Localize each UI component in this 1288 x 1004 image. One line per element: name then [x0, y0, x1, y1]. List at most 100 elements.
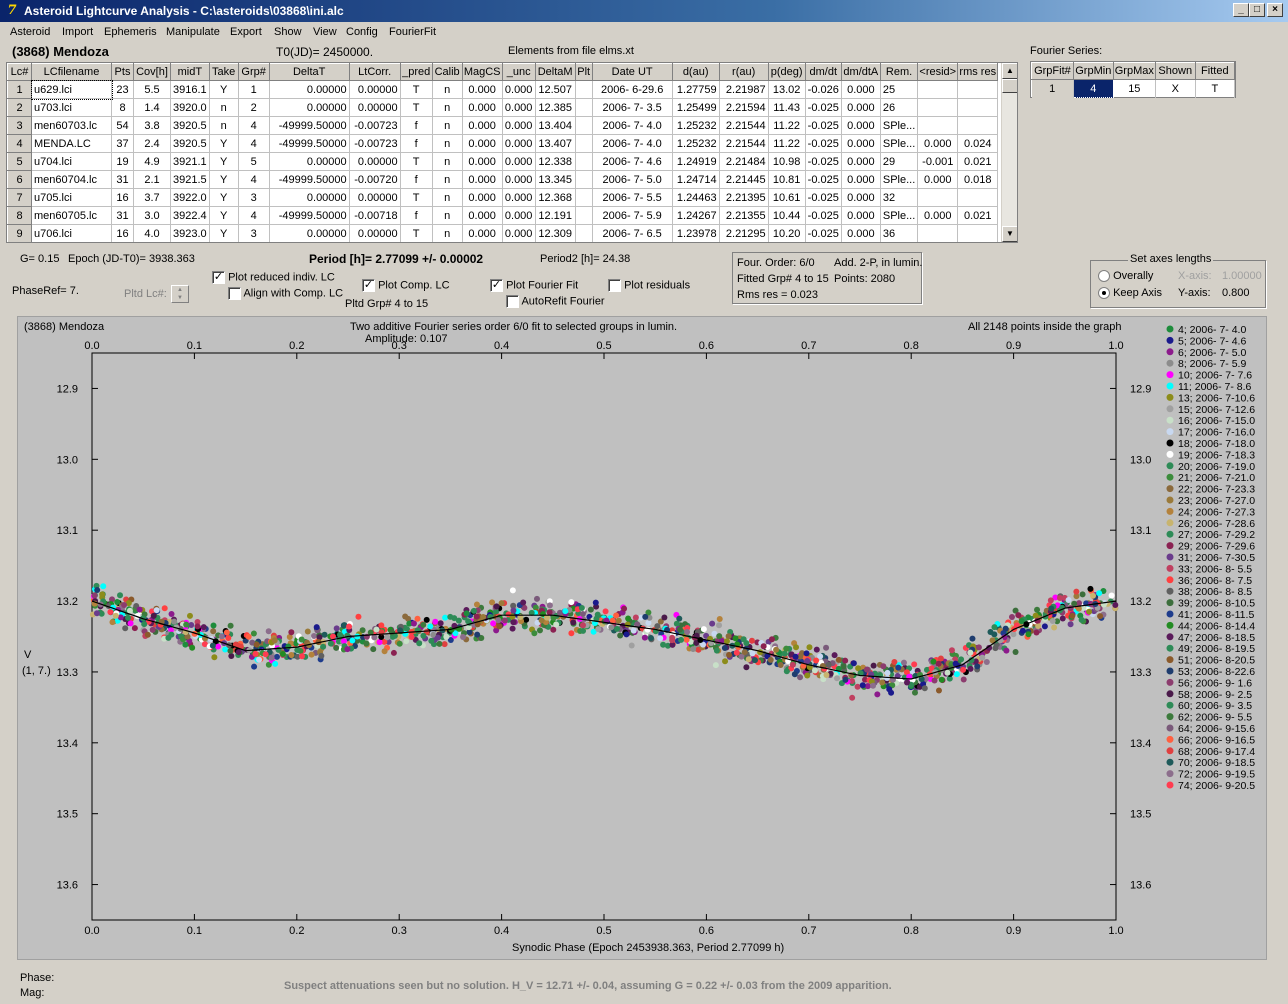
table-cell[interactable]: Y	[209, 188, 239, 207]
table-cell[interactable]: 0.000	[502, 134, 536, 153]
table-cell[interactable]: 36	[880, 224, 919, 242]
table-cell[interactable]: 12.385	[535, 98, 576, 117]
table-cell[interactable]: 2.21987	[719, 80, 769, 99]
table-cell[interactable]: 13.407	[535, 134, 576, 153]
table-cell[interactable]: 0.000	[841, 80, 881, 99]
table-cell[interactable]: men60703.lc	[31, 116, 112, 135]
table-cell[interactable]	[917, 80, 959, 99]
table-cell[interactable]	[575, 152, 593, 171]
table-cell[interactable]: 3921.1	[170, 152, 210, 171]
table-cell[interactable]: 2.21484	[719, 152, 769, 171]
table-cell[interactable]: 0.000	[462, 224, 503, 242]
menu-config[interactable]: Config	[346, 26, 378, 38]
table-cell[interactable]: 1	[238, 80, 270, 99]
table-cell[interactable]: -0.00723	[349, 134, 401, 153]
table-cell[interactable]: 2006- 7- 4.0	[592, 116, 673, 135]
table-cell[interactable]: -0.025	[805, 170, 842, 189]
row-number[interactable]: 6	[7, 170, 32, 189]
table-cell[interactable]: -0.00723	[349, 116, 401, 135]
table-cell[interactable]: 3923.0	[170, 224, 210, 242]
table-cell[interactable]: 2006- 7- 4.0	[592, 134, 673, 153]
lc-col-header[interactable]: DeltaM	[534, 63, 576, 81]
table-cell[interactable]: 12.368	[535, 188, 576, 207]
lc-col-header[interactable]: _unc	[501, 63, 536, 81]
table-cell[interactable]: Y	[209, 134, 239, 153]
table-cell[interactable]	[575, 188, 593, 207]
table-cell[interactable]: Y	[209, 170, 239, 189]
table-cell[interactable]: 0.000	[502, 98, 536, 117]
table-cell[interactable]: 0.000	[502, 152, 536, 171]
table-cell[interactable]: -0.025	[805, 152, 842, 171]
table-cell[interactable]: 4	[238, 206, 270, 225]
table-cell[interactable]: 19	[111, 152, 134, 171]
row-number[interactable]: 3	[7, 116, 32, 135]
table-cell[interactable]: 4	[238, 134, 270, 153]
fs-cell-fitted[interactable]: T	[1195, 79, 1236, 98]
table-cell[interactable]: u705.lci	[31, 188, 112, 207]
lc-col-header[interactable]: LtCorr.	[348, 63, 401, 81]
row-number[interactable]: 7	[7, 188, 32, 207]
table-cell[interactable]: u703.lci	[31, 98, 112, 117]
table-cell[interactable]: 12.191	[535, 206, 576, 225]
table-cell[interactable]: 0.000	[462, 152, 503, 171]
lc-col-header[interactable]: Plt	[574, 63, 593, 81]
table-cell[interactable]: 3922.4	[170, 206, 210, 225]
table-cell[interactable]: 11.22	[768, 116, 806, 135]
table-cell[interactable]	[575, 98, 593, 117]
table-cell[interactable]: 0.000	[917, 170, 959, 189]
table-cell[interactable]: SPle...	[880, 170, 919, 189]
table-cell[interactable]: MENDA.LC	[31, 134, 112, 153]
table-cell[interactable]: 0.000	[502, 206, 536, 225]
table-cell[interactable]: 2006- 7- 4.6	[592, 152, 673, 171]
table-cell[interactable]: 2006- 7- 3.5	[592, 98, 673, 117]
lc-col-header[interactable]: DeltaT	[268, 63, 350, 81]
table-cell[interactable]: 2.21295	[719, 224, 769, 242]
table-cell[interactable]: 1.24463	[672, 188, 720, 207]
table-cell[interactable]: 0.00000	[349, 80, 401, 99]
lc-col-header[interactable]: Calib	[431, 63, 463, 81]
fs-col-shown[interactable]: Shown	[1154, 62, 1196, 80]
close-button[interactable]: ×	[1267, 3, 1283, 17]
table-cell[interactable]: T	[400, 98, 433, 117]
table-cell[interactable]: 2006- 7- 5.5	[592, 188, 673, 207]
lightcurve-plot-panel[interactable]: 0.0 0.0 0.1 0.1 0.2 0.2 0.3 0.3 0.4 0.4 0.5 0.5 0.6 0…	[17, 316, 1267, 960]
fs-col-fitted[interactable]: Fitted	[1194, 62, 1236, 80]
table-cell[interactable]: 2006- 7- 5.0	[592, 170, 673, 189]
table-cell[interactable]: 0.000	[502, 170, 536, 189]
table-cell[interactable]: 2.4	[133, 134, 171, 153]
table-cell[interactable]: 8	[111, 98, 134, 117]
menu-show[interactable]: Show	[274, 26, 302, 38]
lc-col-header[interactable]: rms res	[957, 63, 999, 81]
table-cell[interactable]: 3.8	[133, 116, 171, 135]
table-cell[interactable]: T	[400, 80, 433, 99]
keep-axis-radio[interactable]: Keep Axis	[1098, 287, 1162, 300]
table-cell[interactable]: 0.000	[841, 98, 881, 117]
table-row[interactable]: 8 men60705.lc 31 3.0 3922.4 Y 4 -49999.50000 -0.…	[7, 206, 999, 225]
table-cell[interactable]: 5.5	[133, 80, 171, 99]
fs-col-grpmax[interactable]: GrpMax	[1112, 62, 1156, 80]
table-cell[interactable]: n	[432, 188, 463, 207]
autorefit-checkbox[interactable]: AutoRefit Fourier	[506, 295, 605, 308]
table-cell[interactable]: 1.4	[133, 98, 171, 117]
table-cell[interactable]: 0.000	[462, 134, 503, 153]
table-cell[interactable]: T	[400, 188, 433, 207]
menu-fourierfit[interactable]: FourierFit	[389, 26, 437, 38]
table-cell[interactable]: 0.000	[841, 152, 881, 171]
fs-col-grpfit[interactable]: GrpFit#	[1031, 62, 1074, 80]
table-cell[interactable]: u706.lci	[31, 224, 112, 242]
table-cell[interactable]: 31	[111, 170, 134, 189]
table-cell[interactable]: 3920.5	[170, 116, 210, 135]
table-cell[interactable]: u704.lci	[31, 152, 112, 171]
table-cell[interactable]: -0.025	[805, 188, 842, 207]
table-cell[interactable]: 10.20	[768, 224, 806, 242]
table-cell[interactable]: 0.000	[841, 134, 881, 153]
plot-reduced-checkbox[interactable]: ✓ Plot reduced indiv. LC	[212, 271, 335, 284]
table-cell[interactable]: 23	[111, 80, 134, 99]
table-cell[interactable]: 0.000	[502, 188, 536, 207]
row-number[interactable]: 1	[7, 80, 32, 99]
table-cell[interactable]: 0.000	[841, 170, 881, 189]
table-cell[interactable]: 31	[111, 206, 134, 225]
table-cell[interactable]: f	[400, 206, 433, 225]
lc-col-header[interactable]: Date UT	[591, 63, 673, 81]
table-cell[interactable]: T	[400, 152, 433, 171]
